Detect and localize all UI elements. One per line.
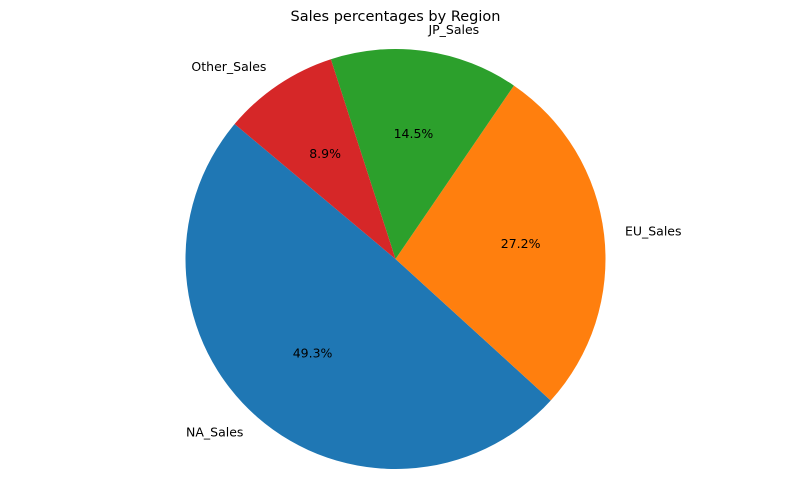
pie-slices: [185, 48, 606, 470]
pie-labels: NA_Sales 49.3% EU_Sales 27.2% JP_Sales 14.5% O…: [186, 22, 682, 440]
pie-slice-jp-sales: [330, 48, 514, 259]
slice-percent-eu-sales: 27.2%: [501, 236, 541, 251]
slice-percent-jp-sales: 14.5%: [394, 126, 434, 141]
pie-slice-na-sales: [185, 124, 551, 470]
slice-percent-other-sales: 8.9%: [309, 146, 341, 161]
slice-label-na-sales: NA_Sales: [186, 424, 243, 439]
pie-slice-eu-sales: [395, 85, 606, 401]
slice-label-eu-sales: EU_Sales: [625, 224, 682, 239]
slice-label-other-sales: Other_Sales: [191, 59, 266, 74]
pie-slice-other-sales: [234, 59, 396, 260]
slice-percent-na-sales: 49.3%: [293, 345, 333, 360]
chart-title: Sales percentages by Region: [291, 9, 501, 25]
slice-label-jp-sales: JP_Sales: [427, 22, 479, 37]
